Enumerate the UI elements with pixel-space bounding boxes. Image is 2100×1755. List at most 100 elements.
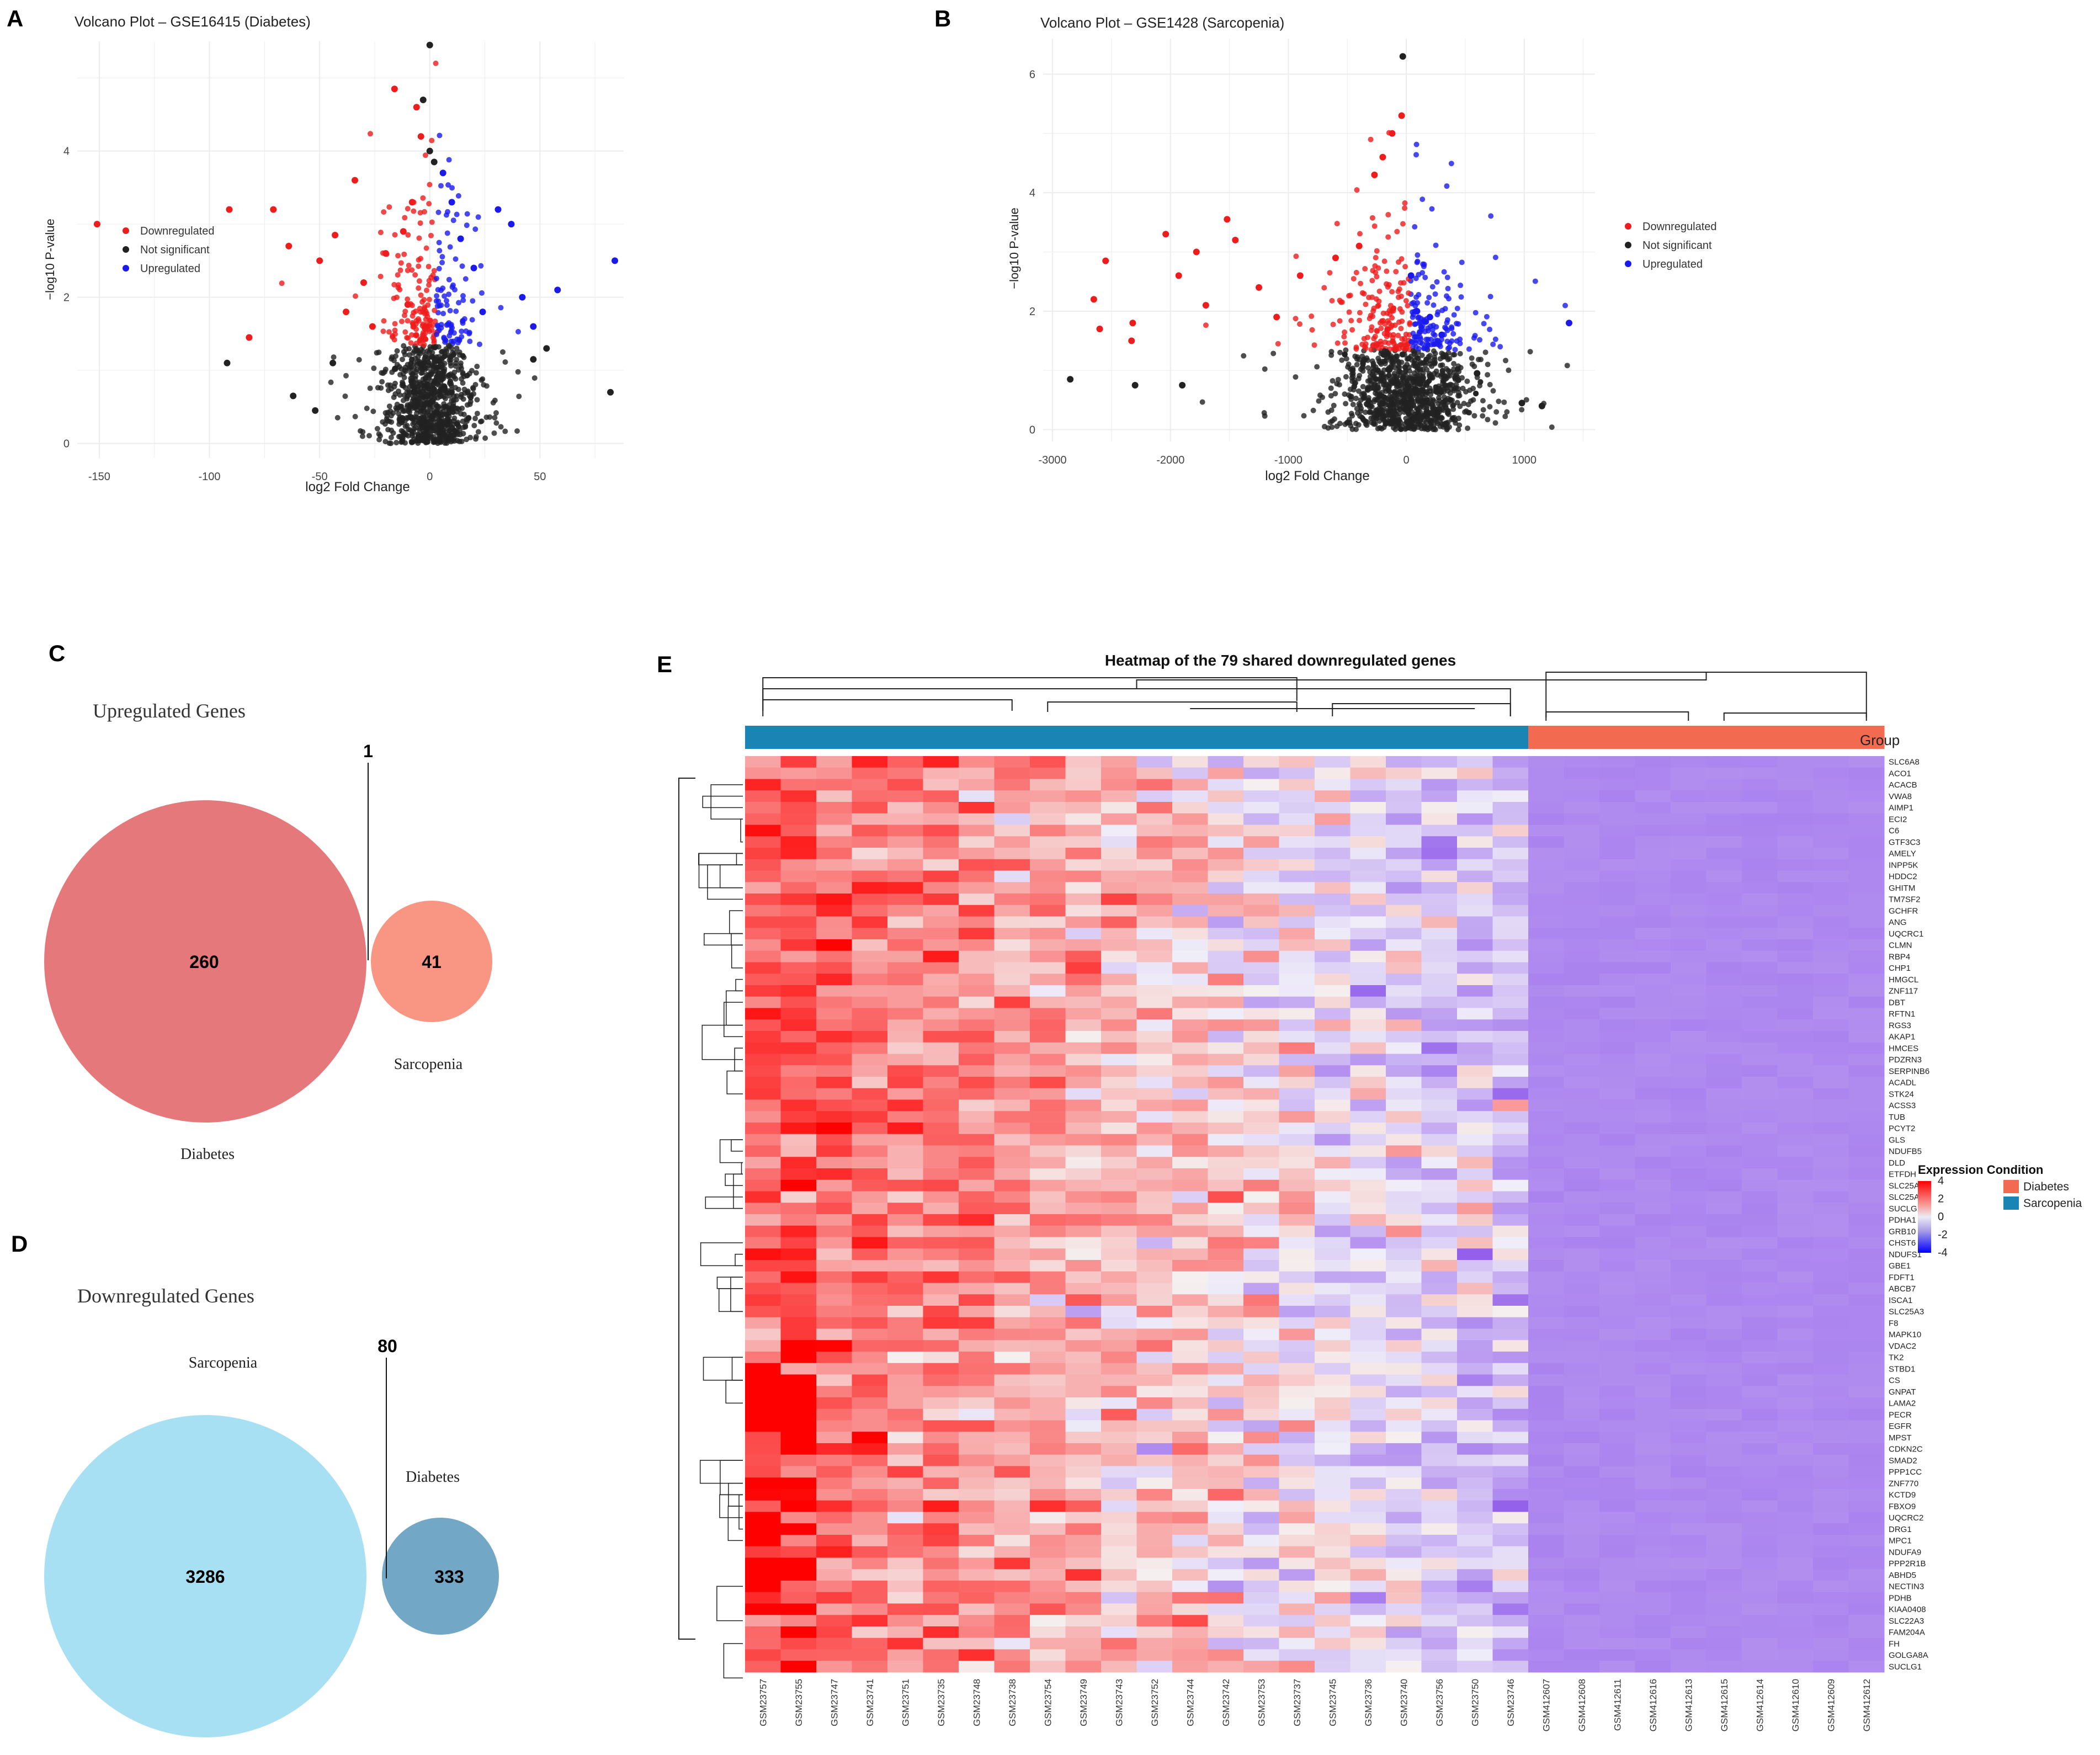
heatmap-cell [1208,1065,1244,1077]
heatmap-cell [887,1260,923,1272]
heatmap-cell [1030,1180,1066,1192]
heatmap-cell [1813,1157,1849,1168]
bulk-point [1396,417,1401,422]
heatmap-cell [959,1272,995,1283]
bulk-point [1297,321,1302,327]
heatmap-cell [1813,894,1849,905]
heatmap-cell [1706,1306,1742,1317]
heatmap-cell [1315,848,1351,859]
heatmap-cell [781,1077,817,1088]
heatmap-cell [1351,905,1386,917]
bulk-point [482,435,488,441]
heatmap-cell [1030,1306,1066,1317]
heatmap-cell [923,1260,959,1272]
heatmap-cell [995,1466,1030,1478]
heatmap-cell [1243,1409,1279,1421]
point-down [1162,231,1169,237]
heatmap-cell [1351,1180,1386,1192]
heatmap-cell [1208,1043,1244,1054]
heatmap-cell [1422,1432,1458,1443]
heatmap-cell [1457,974,1493,985]
point-down [352,177,358,184]
heatmap-cell [1351,962,1386,974]
heatmap-cell [1066,1203,1102,1214]
heatmap-cell [745,836,781,848]
heatmap-cell [1030,997,1066,1008]
heatmap-cell [923,1569,959,1581]
bulk-point [1347,417,1352,422]
heatmap-cell [887,882,923,894]
heatmap-cell [1706,871,1742,882]
heatmap-cell [781,1546,817,1558]
heatmap-cell [995,997,1030,1008]
bulk-point [1456,377,1461,383]
heatmap-cell [1706,768,1742,779]
bulk-point [1503,358,1508,363]
bulk-point [416,389,422,395]
heatmap-cell [1528,1340,1564,1352]
heatmap-cell [1422,1306,1458,1317]
heatmap-cell [1849,1397,1885,1409]
bulk-point [432,268,437,273]
heatmap-cell [1528,768,1564,779]
heatmap-cell [959,1019,995,1031]
bulk-point [413,333,418,338]
heatmap-cell [1279,962,1315,974]
heatmap-cell [1706,1123,1742,1134]
heatmap-cell [1315,813,1351,825]
heatmap-cell [1172,939,1208,951]
heatmap-cell [887,1375,923,1386]
bulk-point [474,397,480,402]
bulk-point [1343,401,1348,406]
heatmap-cell [995,1065,1030,1077]
heatmap-cell [1493,1386,1529,1397]
heatmap-cell [1706,1432,1742,1443]
bulk-point [453,360,459,366]
heatmap-cell [1030,813,1066,825]
bulk-point [1445,286,1451,291]
bulk-point [1338,300,1344,305]
heatmap-cell [1528,997,1564,1008]
heatmap-cell [1599,1546,1635,1558]
heatmap-cell [1599,1203,1635,1214]
bulk-point [1372,397,1378,402]
heatmap-cell [1315,1466,1351,1478]
bulk-point [328,380,334,385]
heatmap-cell [1030,1352,1066,1363]
heatmap-cell [1457,1397,1493,1409]
heatmap-cell [1706,1100,1742,1112]
heatmap-cell [745,1501,781,1512]
heatmap-cell [1671,1248,1706,1260]
heatmap-cell [887,1512,923,1524]
heatmap-cell [1351,1581,1386,1592]
venn-up-label-sarcopenia: Sarcopenia [394,1056,463,1073]
bulk-point [460,380,466,386]
heatmap-cell [1172,997,1208,1008]
venn-down-sarcopenia-count: 3286 [185,1567,225,1587]
heatmap-cell [1635,1272,1671,1283]
heatmap-cell [1742,894,1778,905]
heatmap-cell [887,1054,923,1066]
heatmap-cell [1493,1317,1529,1329]
heatmap-cell [1671,1031,1706,1043]
heatmap-cell [1599,1397,1635,1409]
heatmap-cell [959,1203,995,1214]
heatmap-cell [1066,1123,1102,1134]
heatmap-cell [1137,1146,1173,1157]
heatmap-cell [1778,802,1814,813]
heatmap-cell [1599,1340,1635,1352]
bulk-point [1374,407,1379,413]
heatmap-cell [1101,1466,1137,1478]
heatmap-cell [959,1294,995,1306]
bulk-point [1501,400,1507,405]
heatmap-cell [816,1100,852,1112]
y-tick-label: 4 [63,146,70,158]
heatmap-cell [1564,951,1600,962]
volcano-b-point-cloud [1200,130,1570,433]
heatmap-cell [1066,1466,1102,1478]
heatmap-cell [959,859,995,871]
heatmap-cell [1564,1306,1600,1317]
heatmap-cell [923,813,959,825]
heatmap-cell [1422,1421,1458,1432]
heatmap-cell [995,1237,1030,1249]
